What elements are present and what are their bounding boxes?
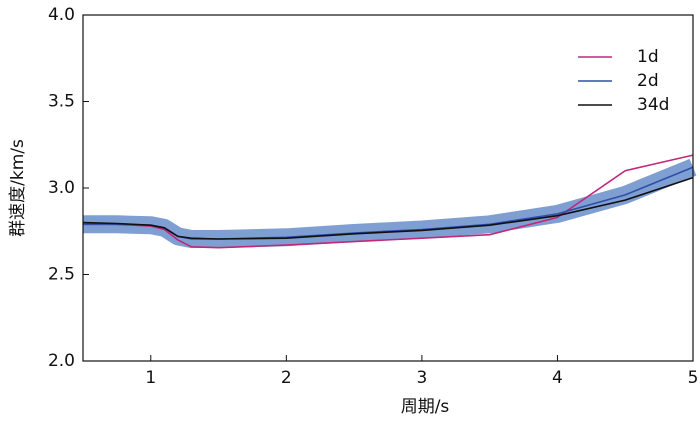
legend-label: 1d bbox=[637, 47, 659, 67]
x-tick-label: 2 bbox=[281, 368, 292, 388]
y-tick-label: 3.0 bbox=[48, 178, 75, 198]
y-tick-label: 3.5 bbox=[48, 92, 75, 112]
x-axis-label: 周期/s bbox=[401, 397, 450, 417]
y-tick-label: 4.0 bbox=[48, 5, 75, 25]
x-tick-label: 1 bbox=[145, 368, 156, 388]
series-line bbox=[83, 154, 694, 249]
plot-frame bbox=[82, 14, 694, 362]
x-tick-label: 5 bbox=[688, 368, 699, 388]
x-tick-label: 3 bbox=[416, 368, 427, 388]
series-line bbox=[82, 176, 694, 240]
x-tick-label: 4 bbox=[552, 368, 563, 388]
legend-label: 34d bbox=[637, 95, 669, 115]
legend-label: 2d bbox=[637, 71, 659, 91]
y-tick-label: 2.0 bbox=[48, 351, 75, 371]
y-axis-label: 群速度/km/s bbox=[8, 139, 28, 237]
y-tick-label: 2.5 bbox=[48, 265, 75, 285]
series-band bbox=[83, 158, 697, 248]
